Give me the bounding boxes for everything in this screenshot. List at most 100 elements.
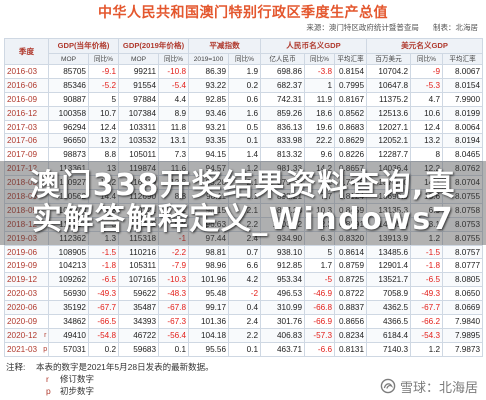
- table-body: 2016-03 85705 -9.1 99211 -10.8 86.39 1.9 698.86…: [4, 64, 484, 357]
- subheader-usd-amount: 百万美元: [366, 53, 412, 65]
- gdp-rmb-cell: 833.98: [260, 133, 306, 149]
- gdp-usd-yoy-cell: 13.2: [410, 133, 444, 149]
- rmb-rate-cell: 0.8167: [334, 91, 368, 107]
- footnote-text: 本表的数字是2021年5月28日发表的最新数据。: [36, 362, 214, 372]
- gdp-rmb-cell: 981.33: [260, 161, 306, 177]
- gdp-usd-yoy-cell: -66.2: [410, 314, 444, 329]
- gdp-current-mop-cell: 110562: [48, 189, 89, 204]
- subheader-gdp-current-yoy: 同比%: [87, 53, 120, 65]
- gdp-2019-mop-cell: 59622: [118, 286, 160, 302]
- table-row: 2020-09 34862 -66.5 34393 -67.3 101.36 2.4 301.…: [4, 314, 484, 329]
- gdp-2019-mop-cell: 107165: [118, 272, 160, 288]
- gdp-rmb-cell: 912.85: [260, 258, 306, 274]
- gdp-2019-mop-cell: 46722: [118, 327, 160, 343]
- deflator-cell: 98.96: [188, 258, 230, 274]
- gdp-usd-cell: 12027.1: [366, 119, 412, 135]
- usd-rate-cell: 8.0465: [442, 147, 484, 163]
- footnote-row-revised: r 修订数字: [6, 373, 214, 385]
- usd-rate-cell: 8.0154: [442, 77, 484, 93]
- deflator-yoy-cell: 2.2: [228, 216, 262, 232]
- rmb-rate-cell: 0.8683: [334, 119, 368, 135]
- usd-rate-cell: 7.9873: [442, 341, 484, 357]
- table-subheader-row: MOP 同比% MOP 同比% 2019=100 同比% 亿人民币 同比% 平均…: [5, 53, 484, 65]
- gdp-current-yoy-cell: -54.8: [87, 327, 120, 343]
- subheader-rmb-yoy: 同比%: [304, 53, 336, 65]
- table-row: 2016-09 90887 5 97884 4.4 92.85 0.6 742.31 11.9 0…: [4, 91, 484, 107]
- gdp-usd-cell: 12052.1: [366, 133, 412, 149]
- deflator-yoy-cell: 0.2: [228, 77, 262, 93]
- gdp-current-mop-cell: 96650: [48, 133, 89, 149]
- table-header-row: 季度 GDP(当年价格) GDP(2019年价格) 平减指数 人民币名义GDP …: [4, 38, 484, 65]
- deflator-cell: 101.36: [188, 314, 230, 329]
- gdp-2019-mop-cell: 107384: [118, 105, 160, 121]
- gdp-current-yoy-cell: -49.3: [87, 286, 120, 302]
- usd-rate-cell: 8.0650: [442, 286, 484, 302]
- gdp-2019-yoy-cell: -67.8: [158, 300, 190, 316]
- gdp-current-yoy-cell: 8.8: [87, 147, 120, 163]
- gdp-2019-mop-cell: 99211: [118, 64, 160, 79]
- gdp-rmb-yoy-cell: -5: [304, 272, 336, 288]
- gdp-rmb-cell: 682.37: [260, 77, 306, 93]
- usd-rate-cell: 8.0805: [442, 272, 484, 288]
- deflator-yoy-cell: 0.1: [228, 341, 262, 357]
- gdp-2019-mop-cell: 105311: [118, 258, 160, 274]
- promo-overlay-banner: 澳门338开奖结果资料查询,真 实解答解释定义_Windows7: [0, 161, 486, 245]
- gdp-2019-yoy-cell: -67.3: [158, 314, 190, 329]
- subheader-gdp-2019-yoy: 同比%: [158, 53, 190, 65]
- deflator-cell: 98.81: [188, 244, 230, 260]
- gdp-current-mop-cell: 57031: [48, 341, 89, 357]
- gdp-2019-mop-cell: 34393: [118, 314, 160, 329]
- rmb-rate-cell: 0.8124: [334, 189, 368, 204]
- deflator-yoy-cell: 0.7: [228, 244, 262, 260]
- gdp-current-mop-cell: 100358: [48, 105, 89, 121]
- header-gdp-current: GDP(当年价格): [47, 38, 120, 54]
- gdp-current-yoy-cell: 5: [87, 91, 120, 107]
- gdp-usd-yoy-cell: 3.1: [410, 216, 444, 232]
- quarter-cell: 2021-03: [4, 341, 43, 357]
- gdp-current-mop-cell: 90887: [48, 91, 89, 107]
- usd-rate-cell: 8.0762: [442, 161, 484, 177]
- gdp-2019-yoy-cell: -10.8: [158, 64, 190, 79]
- deflator-cell: 93.22: [188, 77, 230, 93]
- gdp-current-yoy-cell: -1.5: [87, 244, 120, 260]
- quarter-cell: 2020-06: [4, 300, 43, 316]
- gdp-2019-yoy-cell: 0.8: [158, 216, 190, 232]
- gdp-usd-cell: 10647.8: [366, 77, 412, 93]
- gdp-2019-yoy-cell: -7.9: [158, 258, 190, 274]
- gdp-current-mop-cell: 85346: [48, 77, 89, 93]
- deflator-cell: 104.18: [188, 327, 230, 343]
- deflator-cell: 101.96: [188, 272, 230, 288]
- gdp-current-yoy-cell: -1.8: [87, 258, 120, 274]
- gdp-rmb-yoy-cell: -3.8: [304, 64, 336, 79]
- rmb-rate-cell: 0.8131: [334, 341, 368, 357]
- gdp-current-mop-cell: 108905: [48, 244, 89, 260]
- subheader-rmb-amount: 亿人民币: [260, 53, 306, 65]
- gdp-current-mop-cell: 98873: [48, 147, 89, 163]
- table-row: 2019-12 109262 -6.5 107165 -10.3 101.96 4.2 953…: [4, 272, 484, 288]
- rmb-rate-cell: 0.8759: [334, 258, 368, 274]
- deflator-yoy-cell: 0.5: [228, 119, 262, 135]
- gdp-2019-yoy-cell: -5.4: [158, 77, 190, 93]
- deflator-cell: 93.46: [188, 105, 230, 121]
- overlay-line-2: 实解答解释定义_Windows7: [31, 202, 455, 237]
- deflator-yoy-cell: 1.6: [228, 105, 262, 121]
- gdp-2019-mop-cell: 59683: [118, 341, 160, 357]
- usd-rate-cell: 7.9900: [442, 91, 484, 107]
- gdp-current-yoy-cell: -6.5: [87, 272, 120, 288]
- deflator-yoy-cell: 5.1: [228, 189, 262, 204]
- gdp-usd-cell: 10704.2: [366, 64, 412, 79]
- gdp-2019-yoy-cell: -48.3: [158, 286, 190, 302]
- footnote-row-main: 注释: 本表的数字是2021年5月28日发表的最新数据。: [6, 361, 214, 373]
- gdp-2019-yoy-cell: 11.8: [158, 119, 190, 135]
- header-gdp-2019: GDP(2019年价格): [118, 38, 190, 54]
- deflator-cell: 94.15: [188, 147, 230, 163]
- gdp-usd-cell: 4366.5: [366, 314, 412, 329]
- rmb-rate-cell: 0.8591: [334, 216, 368, 232]
- gdp-rmb-yoy-cell: 2.3: [304, 216, 336, 232]
- deflator-cell: 95.48: [188, 286, 230, 302]
- gdp-usd-cell: 7058.9: [366, 286, 412, 302]
- usd-rate-cell: 7.9895: [442, 327, 484, 343]
- gdp-current-mop-cell: 56930: [48, 286, 89, 302]
- snowball-logo-icon: [380, 378, 396, 394]
- gdp-rmb-cell: 698.86: [260, 64, 306, 79]
